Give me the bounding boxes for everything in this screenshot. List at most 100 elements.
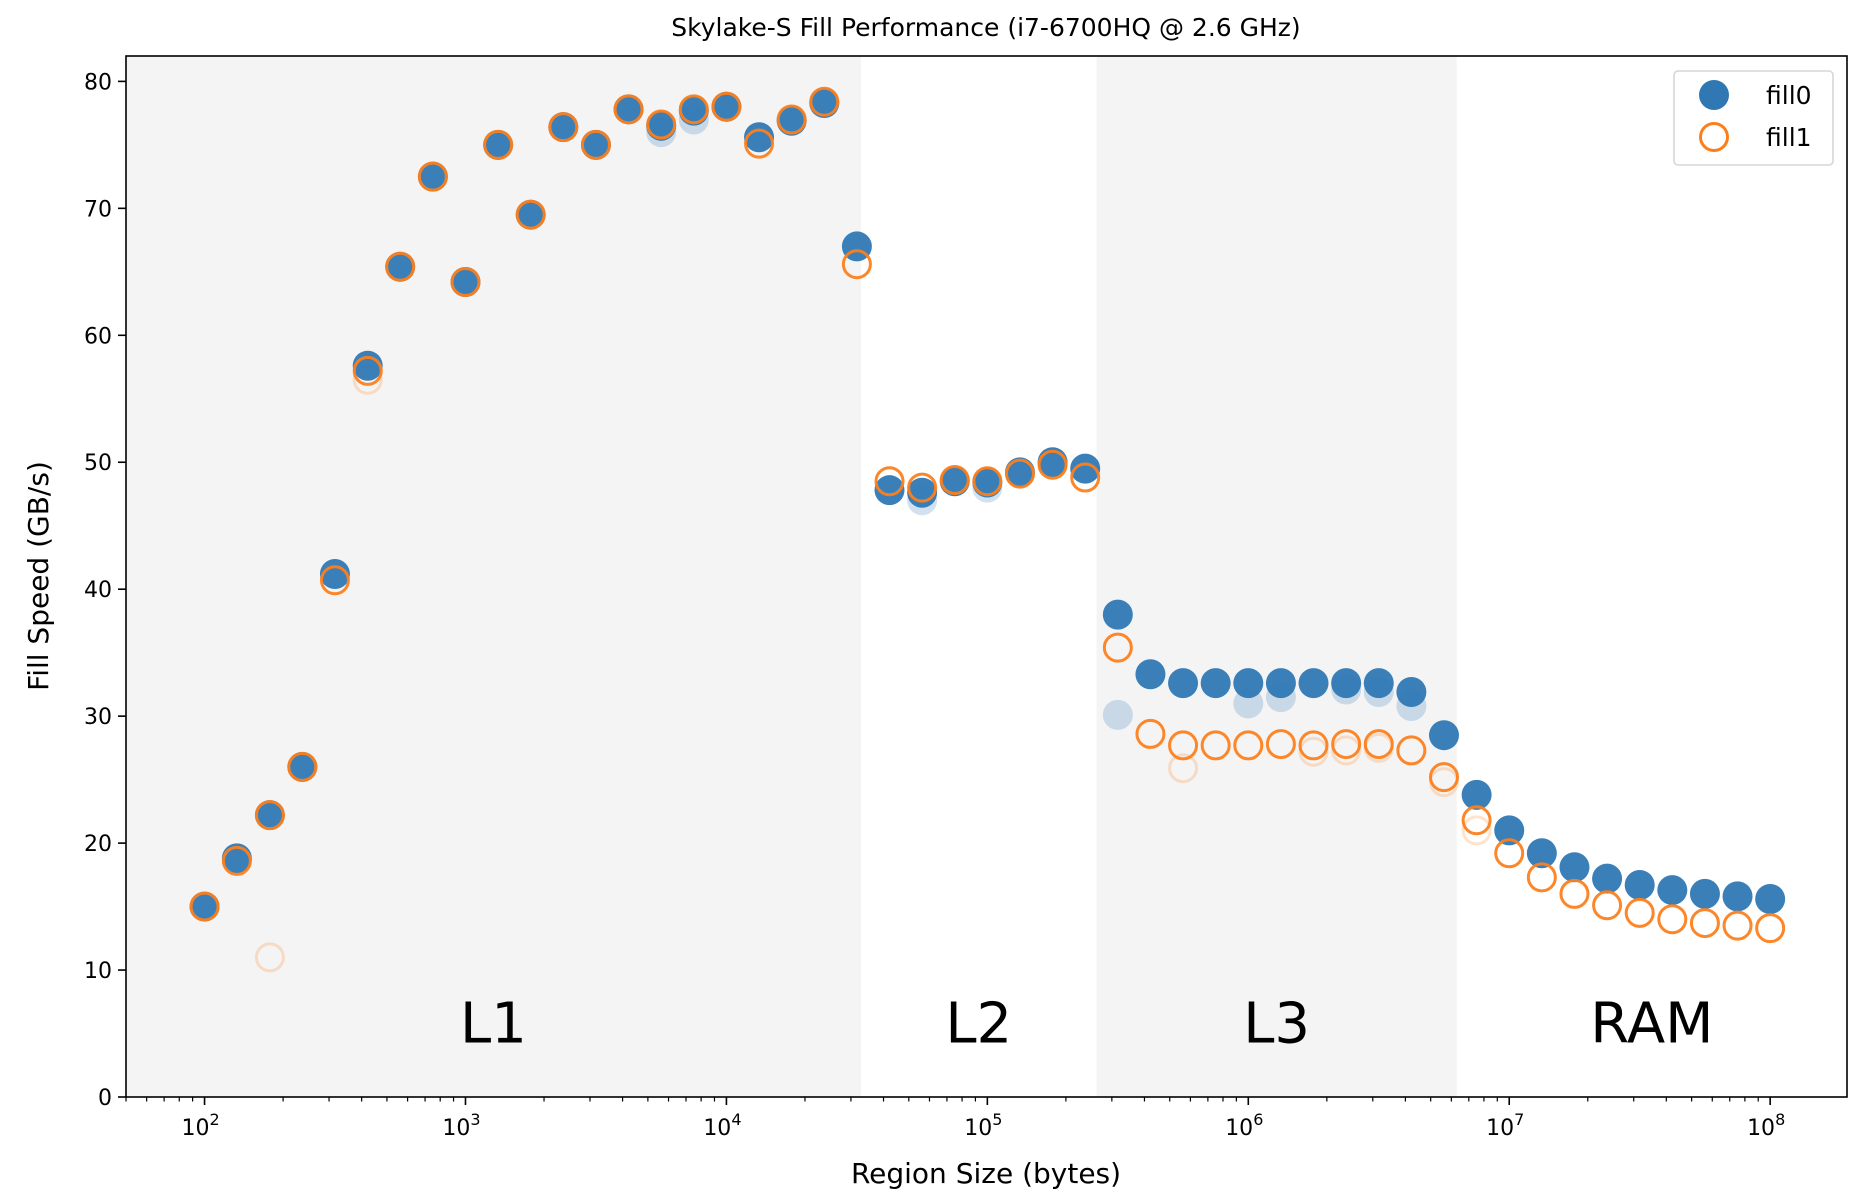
point-fill1 [1298,730,1329,761]
point-fill0 [1657,875,1688,906]
y-axis-label: Fill Speed (GB/s) [22,461,55,691]
point-fill0 [1592,863,1623,894]
point-fill1 [678,94,709,125]
point-fill0 [319,558,350,589]
legend: fill0 fill1 [1673,70,1834,166]
point-fill1 [841,249,872,280]
point-fill1 [1461,805,1492,836]
point-fill1 [1233,730,1264,761]
point-fill1 [1592,890,1623,921]
point-fill1 [1689,908,1720,939]
x-axis-label: Region Size (bytes) [851,1157,1121,1190]
y-axis-ticks: 0 10 20 30 40 50 60 70 80 [84,70,126,1111]
point-fill0 [1363,668,1394,699]
point-fill1 [417,161,448,192]
region-label-ram: RAM [1590,991,1713,1056]
point-fill0 [548,112,579,143]
point-fill0 [613,94,644,125]
point-fill1 [1168,753,1199,784]
region-labels: L1 L2 L3 RAM [460,991,1713,1056]
point-fill1 [776,104,807,135]
y-tick-label: 30 [84,705,112,730]
point-fill1 [319,565,350,596]
point-fill1 [1526,862,1557,893]
point-fill0 [809,87,840,118]
x-tick-label: 102 [181,1110,219,1141]
point-fill1 [1265,729,1296,760]
point-fill1 [1135,718,1166,749]
x-tick-label: 106 [1225,1110,1263,1141]
point-fill0 [450,266,481,297]
point-fill0 [1102,699,1133,730]
point-fill1 [1004,458,1035,489]
y-tick-label: 80 [84,70,112,95]
y-tick-label: 60 [84,324,112,349]
point-fill1 [613,94,644,125]
point-fill0 [1331,668,1362,699]
point-fill0 [711,91,742,122]
point-fill1 [385,251,416,282]
chart-title: Skylake-S Fill Performance (i7-6700HQ @ … [671,13,1300,42]
point-fill1 [254,800,285,831]
point-fill0 [1689,878,1720,909]
region-l1 [126,56,861,1097]
point-fill0 [972,467,1003,498]
point-fill1 [1428,762,1459,793]
point-fill1 [646,109,677,140]
point-fill1 [972,466,1003,497]
x-tick-label: 107 [1486,1110,1524,1141]
legend-marker-fill0 [1699,80,1729,110]
point-fill0 [483,129,514,160]
point-fill1 [287,751,318,782]
point-fill0 [1428,720,1459,751]
x-tick-label: 108 [1747,1110,1785,1141]
point-fill1 [1331,729,1362,760]
point-fill1 [711,91,742,122]
point-fill1 [1722,910,1753,941]
point-fill0 [874,475,905,506]
point-fill0 [1298,668,1329,699]
point-fill0 [939,466,970,497]
point-fill0 [1624,869,1655,900]
point-fill1 [907,472,938,503]
point-fill1 [1755,913,1786,944]
point-fill0 [254,800,285,831]
point-fill0 [287,751,318,782]
point-fill1 [221,845,252,876]
point-fill0 [1135,659,1166,690]
point-fill1 [1396,735,1427,766]
point-fill1 [1037,449,1068,480]
point-fill0 [417,161,448,192]
legend-label-fill0: fill0 [1766,81,1812,110]
point-fill1 [483,129,514,160]
point-fill1 [548,112,579,143]
point-fill1 [1102,632,1133,663]
point-fill1 [1168,730,1199,761]
y-tick-label: 0 [98,1086,112,1111]
point-fill0 [1494,815,1525,846]
point-fill1 [1461,815,1492,846]
region-l3 [1096,56,1457,1097]
point-fill1 [1070,462,1101,493]
legend-label-fill1: fill1 [1766,123,1812,152]
x-tick-label: 104 [703,1110,741,1141]
point-fill0 [678,95,709,126]
point-fill0 [1265,668,1296,699]
y-tick-label: 10 [84,959,112,984]
y-tick-label: 20 [84,832,112,857]
point-fill0 [744,122,775,153]
data-points [189,86,1786,973]
point-fill1 [352,355,383,386]
region-label-l2: L2 [945,991,1012,1056]
point-fill1 [1624,897,1655,928]
point-fill0 [776,105,807,136]
point-fill0 [385,251,416,282]
point-fill1 [744,128,775,159]
point-fill0 [1396,677,1427,708]
point-fill1 [1200,730,1231,761]
point-fill1 [580,129,611,160]
point-fill0 [1461,779,1492,810]
point-fill0 [352,350,383,381]
region-label-l1: L1 [460,991,527,1056]
